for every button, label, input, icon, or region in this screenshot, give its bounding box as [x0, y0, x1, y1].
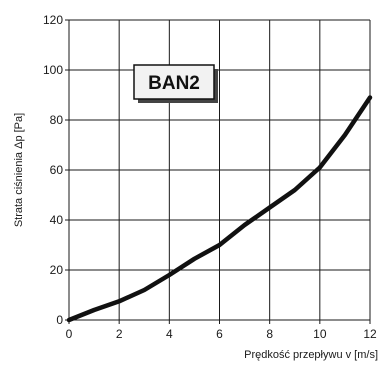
y-axis-label: Strata ciśnienia Δp [Pa] — [13, 113, 25, 227]
x-axis-ticks: 0 2 4 6 8 10 12 — [66, 327, 377, 341]
annotation-badge-text: BAN2 — [148, 73, 200, 94]
x-tick-label-0: 0 — [66, 327, 73, 341]
grid — [65, 19, 371, 324]
series-line — [66, 95, 373, 323]
x-tick-label-6: 12 — [363, 327, 377, 341]
y-tick-label-0: 0 — [56, 313, 63, 327]
annotation-badge: BAN2 — [133, 64, 218, 103]
x-tick-label-3: 6 — [216, 327, 223, 341]
x-tick-label-1: 2 — [116, 327, 123, 341]
y-axis-ticks: 0 20 40 60 80 100 120 — [43, 13, 63, 327]
y-tick-label-5: 100 — [43, 63, 63, 77]
x-tick-label-4: 8 — [266, 327, 273, 341]
y-tick-label-3: 60 — [50, 163, 64, 177]
y-tick-label-1: 20 — [50, 263, 64, 277]
x-axis-label: Prędkość przepływu v [m/s] — [244, 349, 378, 361]
x-tick-label-2: 4 — [166, 327, 173, 341]
x-tick-label-5: 10 — [313, 327, 327, 341]
y-tick-label-2: 40 — [50, 213, 64, 227]
y-tick-label-4: 80 — [50, 113, 64, 127]
y-tick-label-6: 120 — [43, 13, 63, 27]
